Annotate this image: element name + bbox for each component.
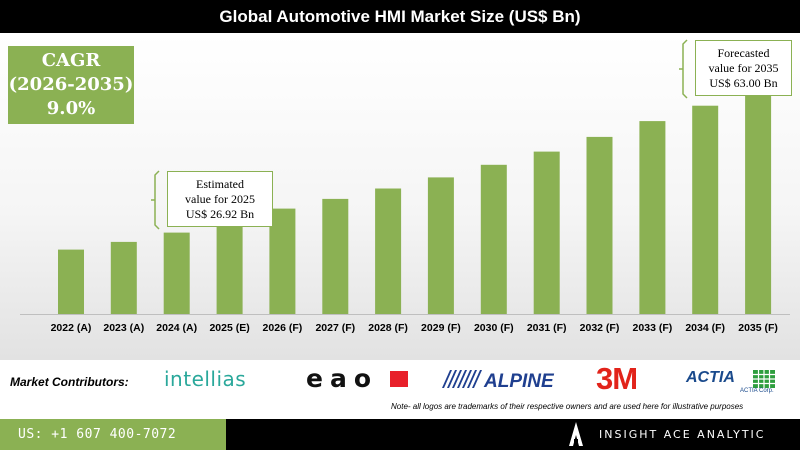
footer-brand-bar: INSIGHT ACE ANALYTIC — [226, 419, 800, 450]
bar-10 — [586, 136, 613, 314]
bar-9 — [533, 151, 560, 314]
3m-logo: 3M — [596, 361, 638, 396]
bar-chart: 2022 (A) 2023 (A) 2024 (A) 2025 (E) 2026 (F)… — [20, 39, 790, 334]
x-tick-label-6: 2028 (F) — [368, 322, 408, 334]
bar-4 — [269, 208, 296, 314]
alpine-logo-text: ALPINE — [483, 371, 555, 390]
intellias-logo: intellias — [164, 367, 247, 391]
cagr-value: 9.0% — [46, 98, 96, 119]
bar-5 — [322, 198, 349, 314]
x-tick-label-3: 2025 (E) — [209, 322, 249, 334]
callout-estimated-line1: Estimated — [196, 177, 244, 191]
x-tick-label-5: 2027 (F) — [315, 322, 355, 334]
x-tick-label-7: 2029 (F) — [421, 322, 461, 334]
cagr-box: CAGR (2026-2035) 9.0% — [8, 46, 134, 124]
x-tick-label-9: 2031 (F) — [527, 322, 567, 334]
trademark-note: Note- all logos are trademarks of their … — [391, 402, 744, 411]
x-tick-label-8: 2030 (F) — [474, 322, 514, 334]
cagr-period: (2026-2035) — [8, 74, 134, 95]
bar-11 — [639, 121, 666, 314]
x-tick-label-12: 2034 (F) — [685, 322, 725, 334]
bar-3 — [216, 217, 243, 314]
callout-forecasted-line1: Forecasted — [717, 46, 770, 60]
market-contributors-strip: Market Contributors: intellias eao ALPIN… — [0, 360, 800, 416]
callout-bracket-13 — [679, 39, 688, 99]
chart-area: 2022 (A) 2023 (A) 2024 (A) 2025 (E) 2026 (F)… — [0, 33, 800, 360]
alpine-logo: ALPINE — [442, 370, 555, 390]
actia-corp-label: ACTIA Corp. — [740, 388, 774, 394]
eao-logo: eao — [306, 364, 379, 393]
x-tick-label-0: 2022 (A) — [51, 322, 92, 334]
bar-7 — [427, 177, 454, 314]
x-tick-label-2: 2024 (A) — [156, 322, 197, 334]
market-contributors-label: Market Contributors: — [10, 375, 129, 389]
brand-name: INSIGHT ACE ANALYTIC — [599, 428, 766, 441]
x-tick-label-10: 2032 (F) — [580, 322, 620, 334]
footer-phone[interactable]: US: +1 607 400-7072 — [0, 419, 226, 450]
callout-estimated-2025: Estimated value for 2025 US$ 26.92 Bn — [167, 171, 273, 227]
bar-1 — [110, 241, 137, 314]
x-tick-label-1: 2023 (A) — [103, 322, 144, 334]
eao-logo-square-icon — [390, 371, 408, 387]
x-tick-label-13: 2035 (F) — [738, 322, 778, 334]
actia-logo: ACTIA — [686, 369, 735, 386]
callout-forecasted-line3: US$ 63.00 Bn — [709, 76, 778, 90]
cagr-label: CAGR — [41, 50, 101, 71]
callout-estimated-line3: US$ 26.92 Bn — [185, 207, 255, 221]
actia-grid-icon — [753, 370, 775, 388]
callout-estimated-line2: value for 2025 — [185, 192, 255, 206]
bar-13 — [745, 88, 772, 314]
x-tick-label-4: 2026 (F) — [263, 322, 303, 334]
x-tick-label-11: 2033 (F) — [633, 322, 673, 334]
callout-forecasted-line2: value for 2035 — [708, 61, 779, 75]
insight-ace-logo-icon — [569, 422, 583, 446]
chart-title: Global Automotive HMI Market Size (US$ B… — [0, 0, 800, 33]
bar-2 — [163, 232, 190, 314]
bar-12 — [692, 105, 719, 314]
bar-8 — [480, 164, 507, 314]
bar-6 — [375, 188, 402, 314]
callout-bracket-3 — [151, 170, 160, 230]
callout-forecasted-2035: Forecasted value for 2035 US$ 63.00 Bn — [695, 40, 792, 96]
bar-0 — [58, 249, 84, 314]
